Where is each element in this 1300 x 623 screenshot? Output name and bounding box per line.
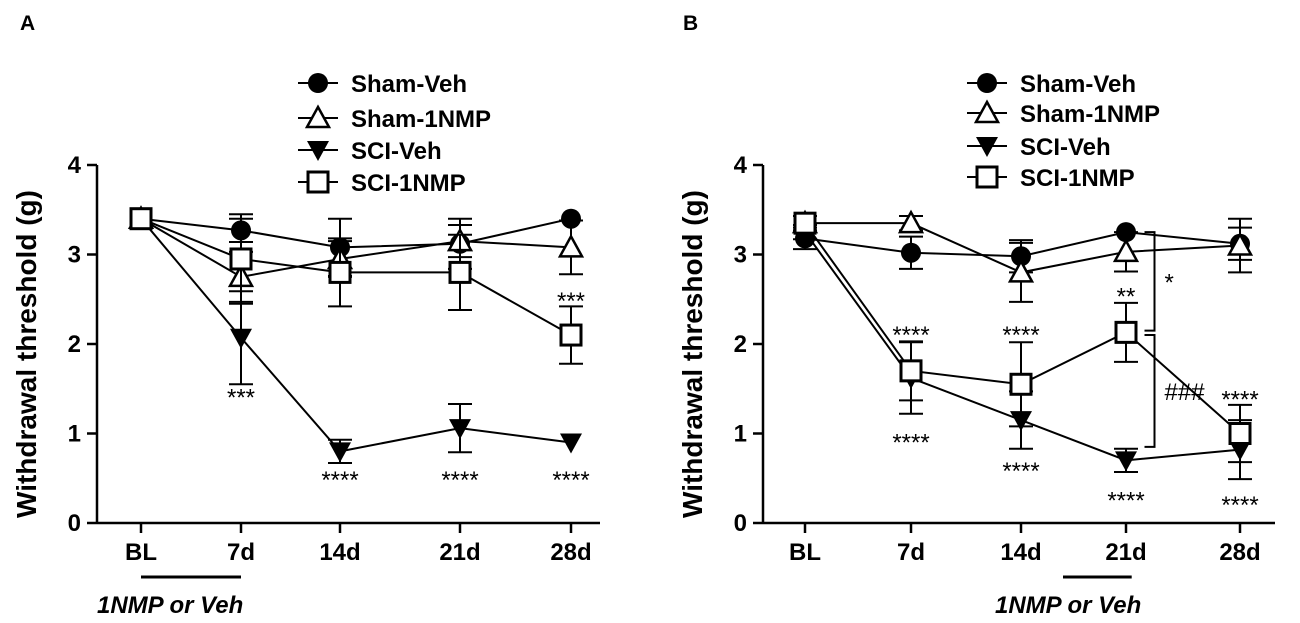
legend-marker-b-sci-1nmp [975, 165, 999, 189]
x-tick-label-a-7d: 7d [227, 539, 255, 566]
treatment-label-b: 1NMP or Veh [995, 592, 1141, 619]
x-tick-label-a-28d: 28d [550, 539, 591, 566]
y-tick-label-b-3: 3 [734, 242, 747, 269]
point-b-sci-1nmp-1 [899, 359, 923, 383]
y-axis-label-a: Withdrawal threshold (g) [11, 190, 42, 518]
point-b-sham-1nmp-3 [1112, 238, 1140, 263]
legend-label-a-sham-1nmp: Sham-1NMP [351, 106, 491, 133]
point-a-sham-veh-4 [561, 208, 581, 229]
point-a-sci-1nmp-1 [229, 247, 253, 271]
point-b-sci-1nmp-4 [1228, 422, 1252, 445]
point-a-sci-1nmp-3 [448, 260, 472, 284]
x-tick-label-b-21d: 21d [1105, 539, 1146, 566]
treatment-label-a: 1NMP or Veh [97, 592, 243, 619]
significance-label-a-1: **** [321, 467, 358, 494]
y-tick-label-a-1: 1 [68, 421, 81, 448]
legend-marker-a-sham-veh [308, 73, 328, 93]
significance-label-b-2: **** [1002, 322, 1039, 349]
point-a-sci-1nmp-4 [559, 323, 583, 347]
legend-label-a-sci-1nmp: SCI-1NMP [351, 170, 466, 197]
series-line-a-sci-1nmp [140, 217, 572, 336]
point-a-sci-1nmp-0 [129, 207, 153, 231]
bracket-b-0 [1144, 231, 1156, 332]
point-a-sci-veh-2 [329, 442, 351, 463]
significance-label-b-5: **** [1107, 488, 1144, 515]
x-tick-label-a-BL: BL [125, 539, 157, 566]
legend-marker-b-sci-veh [976, 137, 998, 157]
y-tick-label-b-2: 2 [734, 331, 747, 358]
x-tick-label-a-14d: 14d [319, 539, 360, 566]
legend-label-a-sci-veh: SCI-Veh [351, 138, 442, 165]
legend-label-b-sci-1nmp: SCI-1NMP [1020, 165, 1135, 192]
point-a-sci-veh-4 [560, 433, 582, 454]
y-tick-label-b-1: 1 [734, 421, 747, 448]
significance-label-a-4: **** [552, 467, 589, 494]
panel-a: A 0 1 2 3 4 BL 7d 14d 21d 28d Withdrawal threshold … [11, 12, 600, 619]
point-a-sham-1nmp-4 [557, 233, 585, 258]
panel-label-b: B [683, 12, 698, 35]
bracket-b-1 [1144, 334, 1156, 448]
x-tick-label-b-BL: BL [789, 539, 821, 566]
significance-label-b-7: **** [1221, 492, 1258, 519]
legend-label-b-sci-veh: SCI-Veh [1020, 134, 1111, 161]
x-tick-label-b-14d: 14d [1000, 539, 1041, 566]
x-tick-label-a-21d: 21d [439, 539, 480, 566]
point-a-sci-1nmp-2 [328, 260, 352, 284]
point-b-sci-veh-3 [1115, 451, 1137, 472]
point-b-sham-1nmp-4 [1226, 231, 1254, 256]
significance-label-b-4: ** [1117, 284, 1136, 311]
point-b-sci-1nmp-3 [1114, 320, 1138, 344]
legend-label-b-sham-1nmp: Sham-1NMP [1020, 101, 1160, 128]
panel-b: B 0 1 2 3 4 BL 7d 14d 21d 28d Withdrawal threshold … [677, 12, 1275, 619]
significance-label-b-1: **** [892, 429, 929, 456]
point-b-sham-1nmp-2 [1007, 258, 1035, 283]
significance-label-b-6: **** [1221, 386, 1258, 413]
panel-label-a: A [20, 12, 35, 35]
y-tick-label-b-0: 0 [734, 510, 747, 537]
point-b-sci-1nmp-2 [1009, 372, 1033, 396]
legend-marker-a-sci-1nmp [306, 170, 330, 194]
legend-marker-b-sham-1nmp [973, 99, 1001, 124]
significance-label-a-2: **** [441, 467, 478, 494]
y-tick-label-a-2: 2 [68, 331, 81, 358]
significance-label-a-3: *** [557, 288, 585, 315]
bracket-label-b-1: ### [1165, 379, 1206, 406]
significance-label-a-0: *** [227, 385, 255, 412]
legend-marker-a-sham-1nmp [304, 104, 332, 129]
point-b-sham-1nmp-1 [897, 209, 925, 234]
y-tick-label-b-4: 4 [734, 152, 748, 179]
x-tick-label-b-28d: 28d [1219, 539, 1260, 566]
legend-label-b-sham-veh: Sham-Veh [1020, 71, 1136, 98]
y-axis-label-b: Withdrawal threshold (g) [677, 190, 708, 518]
legend-marker-b-sham-veh [977, 73, 997, 93]
legend-label-a-sham-veh: Sham-Veh [351, 71, 467, 98]
point-a-sci-veh-3 [449, 419, 471, 440]
legend-marker-a-sci-veh [307, 141, 329, 161]
y-tick-label-a-3: 3 [68, 242, 81, 269]
significance-label-b-3: **** [1002, 458, 1039, 485]
y-tick-label-a-0: 0 [68, 510, 81, 537]
x-tick-label-b-7d: 7d [897, 539, 925, 566]
point-b-sham-veh-1 [901, 242, 921, 263]
point-a-sci-veh-1 [230, 328, 252, 349]
y-tick-label-a-4: 4 [68, 152, 82, 179]
significance-label-b-0: **** [892, 322, 929, 349]
bracket-label-b-0: * [1165, 269, 1174, 296]
series-line-a-sci-veh [140, 218, 572, 453]
point-b-sci-1nmp-0 [793, 211, 817, 235]
